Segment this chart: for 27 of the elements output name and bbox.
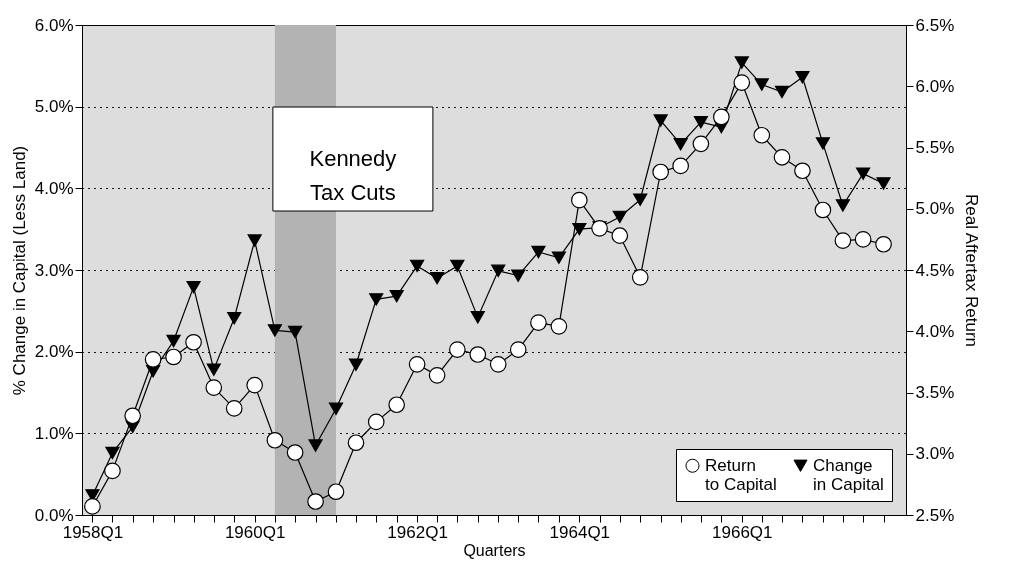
x-tick-label: 1964Q1 [549,522,611,542]
x-tick-label: 1958Q1 [62,522,124,542]
y-tick-label: 2.0% [34,342,74,362]
y2-tick-label: 3.0% [915,444,955,464]
y-tick-label: 5.0% [34,97,74,117]
x-tick-label: 1962Q1 [387,522,448,542]
y2-tick-label: 5.5% [915,138,955,157]
y2-tick-label: 5.0% [915,199,955,219]
y2-tick-label: 4.5% [915,260,955,280]
x-tick-label: 1966Q1 [712,522,773,542]
y2-tick-label: 4.0% [915,321,955,341]
y2-tick-label: 6.0% [915,76,955,96]
y2-tick-label: 2.5% [915,505,955,525]
legend-label: Change in Capital [813,455,884,494]
x-axis-title: Quarters [463,541,526,559]
y-tick-label: 3.0% [34,260,74,280]
y-tick-label: 4.0% [34,178,74,198]
y2-tick-label: 3.5% [915,383,955,402]
x-tick-label: 1960Q1 [224,522,286,542]
y-tick-label: 6.0% [34,15,74,35]
y-axis-title: % Change in Capital (Less Land) [9,145,29,396]
y-tick-label: 0.0% [34,505,74,525]
y2-tick-label: 6.5% [915,15,955,35]
band-label: Kennedy Tax Cuts [309,146,397,205]
y2-axis-title: Real Aftertax Return [962,193,982,348]
legend-label: Return to Capital [705,455,777,494]
y-tick-label: 1.0% [34,423,74,443]
